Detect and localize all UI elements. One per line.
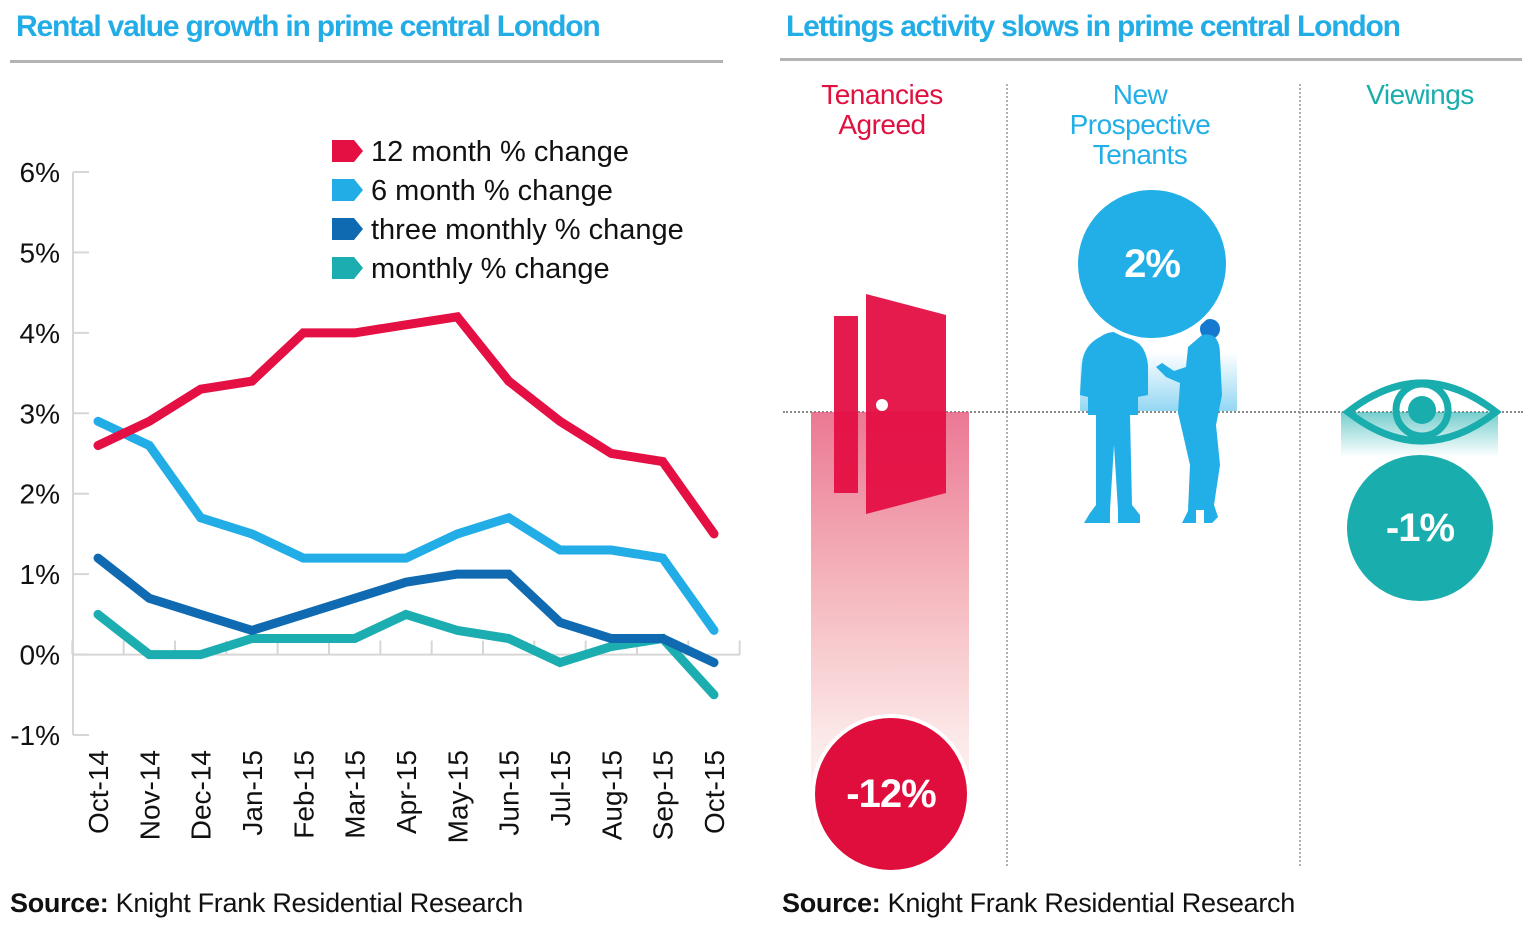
x-tick-label: Mar-15 bbox=[340, 750, 371, 839]
source-text: Knight Frank Residential Research bbox=[880, 888, 1296, 918]
x-tick-label: Oct-15 bbox=[699, 750, 730, 834]
left-source: Source: Knight Frank Residential Researc… bbox=[10, 888, 523, 919]
legend-label: 12 month % change bbox=[371, 136, 629, 168]
new-tenants-label: New Prospective Tenants bbox=[1040, 80, 1240, 170]
label-line: Tenants bbox=[1092, 139, 1188, 170]
viewings-value-bubble: -1% bbox=[1347, 455, 1493, 601]
legend-swatch bbox=[332, 179, 363, 201]
x-tick-label: Jul-15 bbox=[545, 750, 576, 826]
right-source: Source: Knight Frank Residential Researc… bbox=[782, 888, 1295, 919]
x-tick-label: Nov-14 bbox=[134, 750, 165, 840]
y-tick-label: 6% bbox=[20, 157, 60, 188]
label-line: Tenancies bbox=[821, 79, 943, 110]
y-tick-label: 4% bbox=[20, 318, 60, 349]
legend-label: 6 month % change bbox=[371, 175, 613, 207]
legend-swatch bbox=[332, 218, 363, 240]
people-icon bbox=[1080, 308, 1222, 523]
column-divider bbox=[1006, 84, 1008, 866]
door-icon bbox=[834, 294, 946, 514]
left-panel-title: Rental value growth in prime central Lon… bbox=[16, 10, 601, 43]
y-tick-label: 2% bbox=[20, 479, 60, 510]
column-divider bbox=[1299, 84, 1301, 866]
source-label: Source: bbox=[782, 888, 881, 918]
tenancies-agreed-label: Tenancies Agreed bbox=[792, 80, 972, 140]
series-line-monthly-change bbox=[93, 609, 719, 700]
source-text: Knight Frank Residential Research bbox=[108, 888, 524, 918]
label-line: Agreed bbox=[838, 109, 926, 140]
series-line-12-month-change bbox=[93, 311, 719, 539]
legend-swatch bbox=[332, 140, 363, 162]
tenancies-value-bubble: -12% bbox=[815, 718, 967, 870]
x-tick-label: Jan-15 bbox=[237, 750, 268, 836]
viewings-value: -1% bbox=[1385, 505, 1455, 550]
series-line-6-month-change bbox=[93, 416, 719, 635]
y-tick-label: -1% bbox=[10, 720, 60, 751]
zero-baseline bbox=[783, 411, 1523, 413]
x-tick-label: Sep-15 bbox=[648, 750, 679, 840]
x-tick-label: Oct-14 bbox=[83, 750, 114, 834]
x-tick-label: Jun-15 bbox=[494, 750, 525, 836]
series-line-three-monthly-change bbox=[93, 553, 719, 668]
label-line: New bbox=[1112, 79, 1168, 110]
new-tenants-value-bubble: 2% bbox=[1078, 190, 1226, 338]
x-tick-label: Feb-15 bbox=[288, 750, 319, 839]
eye-icon bbox=[1342, 379, 1502, 445]
left-title-rule bbox=[10, 60, 723, 63]
legend-swatch bbox=[332, 257, 363, 279]
x-tick-label: Dec-14 bbox=[186, 750, 217, 840]
y-tick-label: 1% bbox=[20, 559, 60, 590]
rental-growth-line-chart: -1% 0% 1% 2% 3% 4% 5% 6% 12 month % change 6 mon… bbox=[10, 136, 741, 843]
source-label: Source: bbox=[10, 888, 109, 918]
right-panel-title: Lettings activity slows in prime central… bbox=[786, 10, 1401, 43]
x-tick-label: Apr-15 bbox=[391, 750, 422, 834]
tenancies-value: -12% bbox=[846, 771, 936, 816]
legend-label: three monthly % change bbox=[371, 214, 684, 246]
y-tick-label: 5% bbox=[20, 237, 60, 268]
label-line: Viewings bbox=[1366, 79, 1474, 110]
new-tenants-value: 2% bbox=[1124, 241, 1181, 286]
x-tick-label: Aug-15 bbox=[596, 750, 627, 840]
x-tick-label: May-15 bbox=[442, 750, 473, 843]
legend-label: monthly % change bbox=[371, 253, 610, 285]
viewings-label: Viewings bbox=[1330, 80, 1510, 110]
y-tick-label: 0% bbox=[20, 640, 60, 671]
label-line: Prospective bbox=[1069, 109, 1211, 140]
right-title-rule bbox=[780, 58, 1522, 61]
y-tick-label: 3% bbox=[20, 398, 60, 429]
